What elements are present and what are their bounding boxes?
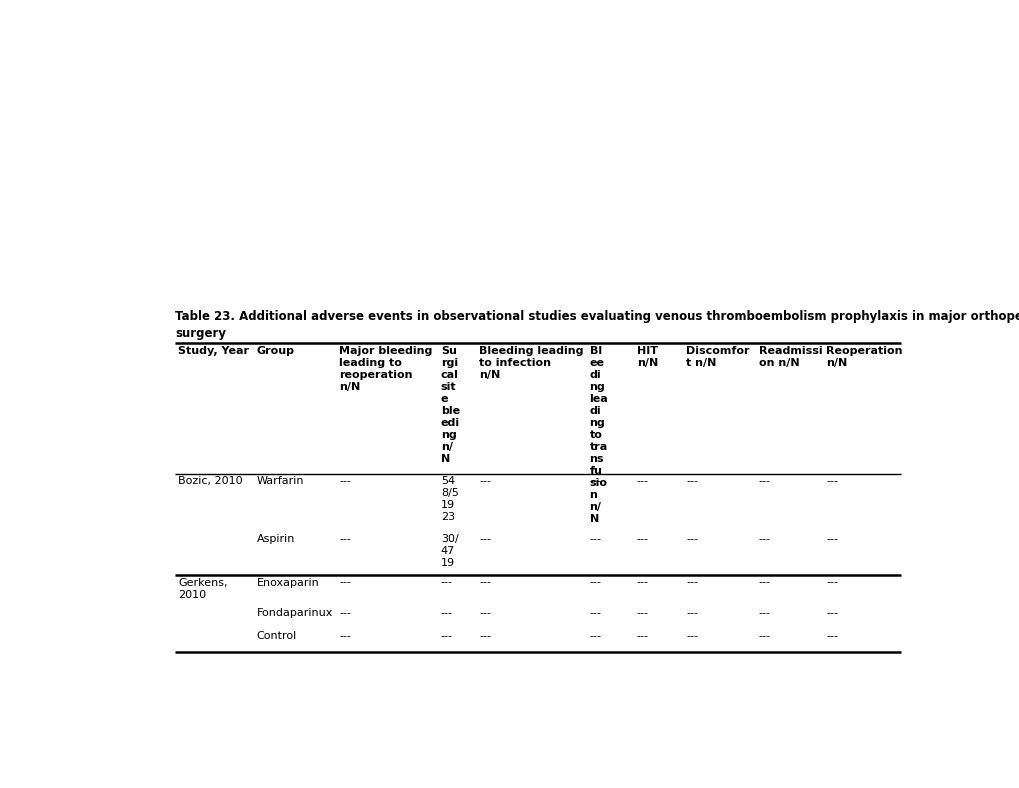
Text: ---: --- xyxy=(758,631,770,641)
Text: ---: --- xyxy=(825,476,838,486)
Text: ---: --- xyxy=(440,608,452,618)
Text: ---: --- xyxy=(758,608,770,618)
Text: Gerkens,
2010: Gerkens, 2010 xyxy=(178,578,227,600)
Text: ---: --- xyxy=(479,631,491,641)
Text: Su
rgi
cal
sit
e
ble
edi
ng
n/
N: Su rgi cal sit e ble edi ng n/ N xyxy=(440,347,460,464)
Text: ---: --- xyxy=(686,476,697,486)
Text: ---: --- xyxy=(825,608,838,618)
Text: Warfarin: Warfarin xyxy=(256,476,304,486)
Text: ---: --- xyxy=(440,578,452,588)
Text: ---: --- xyxy=(339,533,351,544)
Text: ---: --- xyxy=(758,578,770,588)
Text: ---: --- xyxy=(440,631,452,641)
Text: ---: --- xyxy=(758,476,770,486)
Text: ---: --- xyxy=(589,608,601,618)
Text: ---: --- xyxy=(686,578,697,588)
Text: 30/
47
19: 30/ 47 19 xyxy=(440,533,459,568)
Text: Discomfor
t n/N: Discomfor t n/N xyxy=(686,347,749,368)
Text: ---: --- xyxy=(479,476,491,486)
Text: ---: --- xyxy=(479,608,491,618)
Text: ---: --- xyxy=(636,476,648,486)
Text: ---: --- xyxy=(589,631,601,641)
Text: Major bleeding
leading to
reoperation
n/N: Major bleeding leading to reoperation n/… xyxy=(339,347,432,392)
Text: Bozic, 2010: Bozic, 2010 xyxy=(178,476,243,486)
Text: ---: --- xyxy=(479,533,491,544)
Text: ---: --- xyxy=(686,533,697,544)
Text: Reoperation
n/N: Reoperation n/N xyxy=(825,347,902,368)
Text: ---: --- xyxy=(825,578,838,588)
Text: ---: --- xyxy=(339,631,351,641)
Text: HIT
n/N: HIT n/N xyxy=(636,347,657,368)
Text: ---: --- xyxy=(686,631,697,641)
Text: ---: --- xyxy=(589,578,601,588)
Text: Aspirin: Aspirin xyxy=(256,533,294,544)
Text: ---: --- xyxy=(686,608,697,618)
Text: Table 23. Additional adverse events in observational studies evaluating venous t: Table 23. Additional adverse events in o… xyxy=(175,310,1019,323)
Text: ---: --- xyxy=(825,631,838,641)
Text: ---: --- xyxy=(479,578,491,588)
Text: Enoxaparin: Enoxaparin xyxy=(256,578,319,588)
Text: Readmissi
on n/N: Readmissi on n/N xyxy=(758,347,821,368)
Text: Control: Control xyxy=(256,631,297,641)
Text: ---: --- xyxy=(636,533,648,544)
Text: ---: --- xyxy=(589,533,601,544)
Text: Bl
ee
di
ng
lea
di
ng
to
tra
ns
fu
sio
n
n/
N: Bl ee di ng lea di ng to tra ns fu sio n… xyxy=(589,347,607,524)
Text: ---: --- xyxy=(339,476,351,486)
Text: ---: --- xyxy=(825,533,838,544)
Text: ---: --- xyxy=(339,578,351,588)
Text: ---: --- xyxy=(636,578,648,588)
Text: 54
8/5
19
23: 54 8/5 19 23 xyxy=(440,476,459,522)
Text: Fondaparinux: Fondaparinux xyxy=(256,608,332,618)
Text: ---: --- xyxy=(636,608,648,618)
Text: surgery: surgery xyxy=(175,327,226,340)
Text: Group: Group xyxy=(256,347,294,356)
Text: ---: --- xyxy=(758,533,770,544)
Text: ---: --- xyxy=(339,608,351,618)
Text: Study, Year: Study, Year xyxy=(178,347,249,356)
Text: Bleeding leading
to infection
n/N: Bleeding leading to infection n/N xyxy=(479,347,583,381)
Text: ---: --- xyxy=(589,476,601,486)
Text: ---: --- xyxy=(636,631,648,641)
